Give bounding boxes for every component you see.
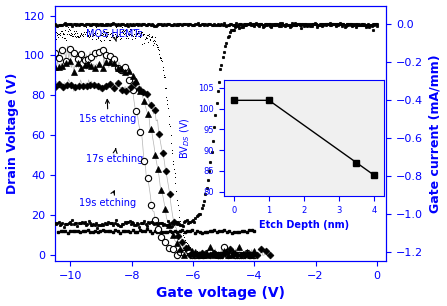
Text: MOS HEMTs: MOS HEMTs (86, 28, 142, 41)
Y-axis label: Gate current (mA/mm): Gate current (mA/mm) (428, 54, 442, 213)
Y-axis label: BV$_{DS}$ (V): BV$_{DS}$ (V) (179, 117, 193, 159)
Y-axis label: Drain Voltage (V): Drain Voltage (V) (5, 73, 19, 194)
Text: 15s etching: 15s etching (80, 99, 137, 124)
Text: 17s etching: 17s etching (86, 149, 143, 164)
X-axis label: Etch Depth (nm): Etch Depth (nm) (259, 220, 349, 230)
Text: 19s etching: 19s etching (80, 191, 137, 208)
X-axis label: Gate voltage (V): Gate voltage (V) (156, 286, 285, 300)
